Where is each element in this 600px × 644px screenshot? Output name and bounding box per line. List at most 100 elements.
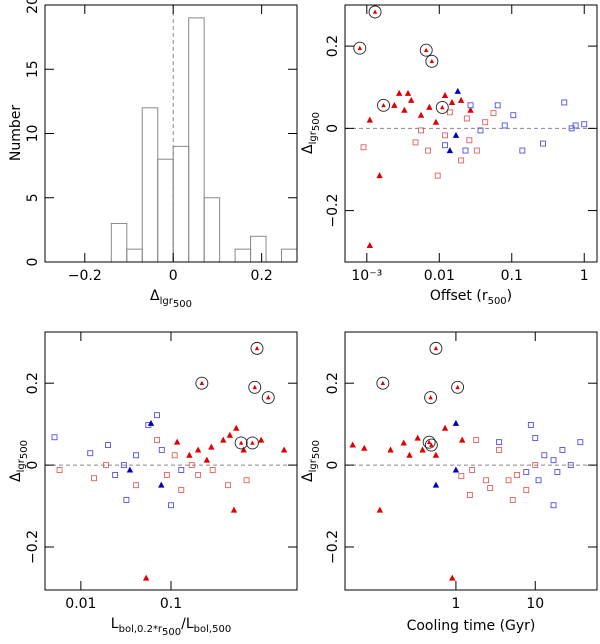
point xyxy=(446,147,454,154)
point xyxy=(418,127,424,134)
point xyxy=(554,469,561,476)
point xyxy=(123,496,130,503)
x-tick-label: 0 xyxy=(169,268,178,284)
point xyxy=(87,450,94,457)
circle-ring xyxy=(422,435,436,449)
x-axis-label: Lbol,0.2*r500/Lbol,500 xyxy=(111,616,231,638)
y-tick-label: −0.2 xyxy=(25,530,41,564)
point xyxy=(171,452,178,459)
circled-point xyxy=(245,436,259,450)
point xyxy=(509,496,516,503)
point xyxy=(361,444,368,451)
circled-point xyxy=(368,5,382,19)
y-axis-label: Δlgr500 xyxy=(300,440,322,482)
plot-area xyxy=(345,341,597,581)
circle-core xyxy=(426,439,432,444)
circle-core xyxy=(252,384,257,390)
point xyxy=(466,492,473,498)
point xyxy=(432,451,440,458)
point xyxy=(230,506,238,513)
circled-point xyxy=(429,341,443,355)
point xyxy=(208,443,215,450)
circle-core xyxy=(372,9,378,14)
circled-point xyxy=(425,54,439,68)
point xyxy=(449,574,456,581)
point xyxy=(561,99,568,106)
x-tick-label: 1 xyxy=(580,268,589,284)
point xyxy=(541,452,548,459)
y-tick-label: 20 xyxy=(25,0,41,14)
point xyxy=(477,127,484,134)
circled-point xyxy=(419,43,433,57)
point xyxy=(360,144,367,151)
point xyxy=(452,131,460,138)
point xyxy=(91,475,97,482)
circled-point xyxy=(451,380,465,394)
point xyxy=(457,96,465,103)
point xyxy=(243,477,250,484)
y-axis-label: Δlgr500 xyxy=(300,112,322,154)
point xyxy=(233,424,240,431)
point xyxy=(349,441,356,448)
point xyxy=(225,482,232,489)
point xyxy=(550,457,557,464)
point xyxy=(446,109,453,116)
circle-ring xyxy=(368,5,382,19)
point xyxy=(163,471,170,478)
circled-point xyxy=(422,435,436,449)
point xyxy=(496,446,503,453)
circle-core xyxy=(433,345,439,351)
y-tick-label: −0.2 xyxy=(325,530,341,564)
point xyxy=(257,436,265,443)
point xyxy=(514,471,521,478)
point xyxy=(432,118,440,125)
circle-ring xyxy=(424,438,438,452)
circled-point xyxy=(353,41,367,55)
circled-point xyxy=(376,376,390,390)
y-tick-label: 0 xyxy=(25,258,41,267)
circled-point xyxy=(261,391,275,404)
point xyxy=(510,112,517,119)
circle-ring xyxy=(425,54,439,68)
circle-ring xyxy=(353,41,367,55)
bar xyxy=(203,197,221,262)
point xyxy=(366,242,374,249)
bar xyxy=(157,158,174,262)
y-tick-label: 0 xyxy=(25,461,41,470)
circle-core xyxy=(428,395,433,400)
point xyxy=(494,102,501,109)
point xyxy=(186,451,193,458)
point xyxy=(417,111,425,118)
circle-ring xyxy=(451,380,465,394)
panel: 0.01 0.1 −0.2 0 0.2 xyxy=(25,331,298,612)
point xyxy=(523,487,530,494)
bar xyxy=(281,248,297,262)
point xyxy=(387,446,394,453)
point xyxy=(482,119,489,126)
circled-point xyxy=(424,391,438,404)
circle-core xyxy=(424,47,429,53)
point xyxy=(126,466,134,473)
x-tick-label: 0.1 xyxy=(501,268,523,284)
point xyxy=(572,122,579,129)
circle-core xyxy=(440,104,445,110)
point xyxy=(406,451,413,458)
point xyxy=(404,89,412,96)
circle-core xyxy=(380,380,386,385)
circled-point xyxy=(424,438,438,452)
circle-core xyxy=(357,45,362,50)
circled-point xyxy=(435,100,449,114)
point xyxy=(454,87,461,94)
x-axis-label: Cooling time (Gyr) xyxy=(407,618,536,634)
y-axis-label: Number xyxy=(8,105,24,161)
point xyxy=(376,506,384,513)
point xyxy=(441,424,449,431)
circle-core xyxy=(199,380,205,385)
point xyxy=(133,452,140,459)
x-axis-label: Offset (r500) xyxy=(430,288,512,307)
point xyxy=(458,436,466,443)
x-tick-label: 10 xyxy=(526,596,544,612)
point xyxy=(178,487,185,494)
point xyxy=(112,471,119,478)
circle-core xyxy=(250,440,255,445)
